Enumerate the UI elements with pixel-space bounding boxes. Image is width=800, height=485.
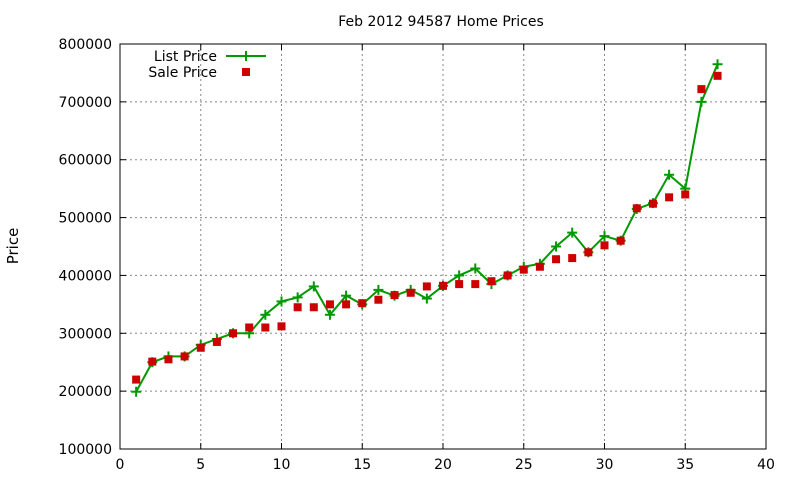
data-point [487,277,496,286]
data-point [551,241,562,252]
data-point [309,303,318,312]
data-point [568,254,577,263]
plot-area [131,59,723,397]
data-point [180,352,189,361]
data-point [196,343,205,352]
data-point [325,300,334,309]
data-point [665,193,674,202]
data-point [455,280,464,289]
y-tick-label: 800000 [59,37,112,53]
x-tick-label: 0 [116,457,125,473]
data-point [131,386,142,397]
data-point [503,271,512,280]
data-point [358,299,367,308]
data-point [341,290,352,301]
data-point [390,291,399,300]
data-point [374,295,383,304]
data-point [406,288,415,297]
data-point [470,263,481,274]
data-point [712,59,723,70]
y-tick-label: 600000 [59,153,112,169]
x-tick-label: 5 [196,457,205,473]
legend-marker [241,51,251,61]
data-point [535,262,544,271]
data-point [681,190,690,199]
data-point [454,270,465,281]
y-tick-label: 100000 [59,442,112,458]
chart-title: Feb 2012 94587 Home Prices [338,14,544,30]
y-axis-label: Price [4,228,22,265]
data-point [373,284,384,295]
data-point [600,241,609,250]
data-point [696,96,707,107]
x-tick-label: 25 [515,457,533,473]
y-tick-label: 300000 [59,326,112,342]
data-point [277,322,286,331]
y-tick-label: 700000 [59,95,112,111]
legend-label: Sale Price [148,65,217,81]
y-tick-label: 200000 [59,384,112,400]
x-tick-label: 15 [353,457,371,473]
x-tick-label: 20 [434,457,452,473]
plot-frame [119,43,767,450]
legend-label: List Price [154,49,217,65]
axis-ticks: 0 5 10 15 20 25 30 35 40 100000 200000 300000 400000… [59,37,775,473]
data-point [229,329,238,338]
data-point [261,323,270,332]
data-point [632,204,641,213]
data-point [324,309,335,320]
data-point [421,293,432,304]
data-point [471,280,480,289]
data-point [713,71,722,80]
y-tick-label: 400000 [59,268,112,284]
data-point [212,337,221,346]
data-point [132,375,141,384]
data-point [567,227,578,238]
data-point [148,357,157,366]
data-point [164,355,173,364]
data-point [260,309,271,320]
data-point [648,199,657,208]
data-point [584,248,593,257]
data-point [616,236,625,245]
data-point [552,255,561,264]
y-tick-label: 500000 [59,211,112,227]
data-point [293,303,302,312]
data-point [439,281,447,290]
data-point [697,85,706,94]
legend-marker [242,68,250,76]
data-point [245,323,254,332]
x-tick-label: 30 [596,457,614,473]
data-point [292,292,303,303]
data-point [599,231,610,242]
data-point [422,282,431,291]
x-tick-label: 10 [273,457,291,473]
data-point [276,296,287,307]
data-point [519,265,528,274]
x-tick-label: 35 [676,457,694,473]
x-tick-label: 40 [757,457,775,473]
data-point [308,281,319,292]
data-point [342,300,351,309]
data-point [664,169,675,180]
series-1 [132,71,722,384]
